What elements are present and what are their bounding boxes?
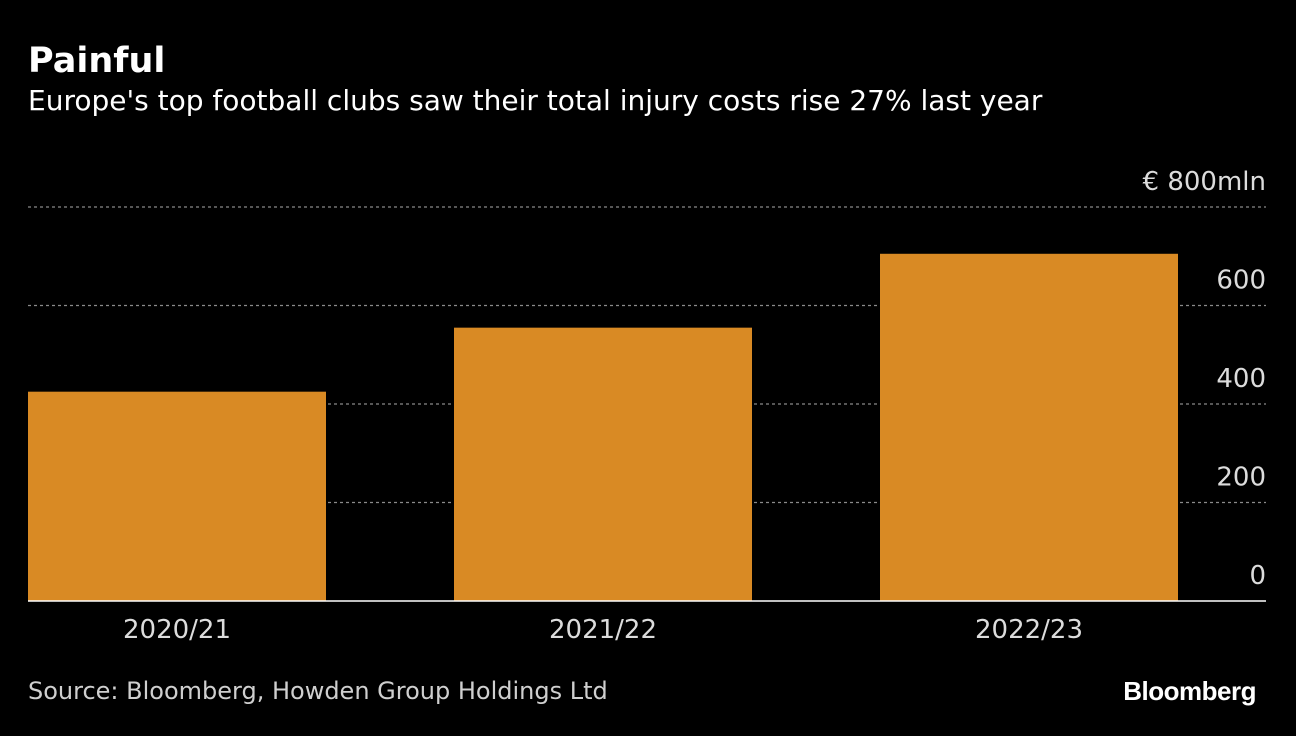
x-tick-label: 2021/22 xyxy=(549,615,657,645)
bar xyxy=(454,327,752,601)
x-tick-label: 2020/21 xyxy=(123,615,231,645)
bars xyxy=(28,253,1178,601)
chart-subtitle: Europe's top football clubs saw their to… xyxy=(28,84,1043,117)
bar xyxy=(28,391,326,601)
y-tick-label: 200 xyxy=(1216,463,1266,493)
y-axis-ticks: 0 200 400 600 € 800mln xyxy=(1143,167,1266,591)
y-tick-label: € 800mln xyxy=(1143,167,1266,197)
y-tick-label: 0 xyxy=(1249,561,1266,591)
bar xyxy=(880,253,1178,601)
chart-title: Painful xyxy=(28,41,166,81)
y-tick-label: 600 xyxy=(1216,266,1266,296)
bloomberg-logo: Bloomberg xyxy=(1123,676,1256,706)
source-note: Source: Bloomberg, Howden Group Holdings… xyxy=(28,677,608,705)
x-axis-labels: 2020/21 2021/22 2022/23 xyxy=(123,615,1083,645)
x-tick-label: 2022/23 xyxy=(975,615,1083,645)
y-tick-label: 400 xyxy=(1216,364,1266,394)
